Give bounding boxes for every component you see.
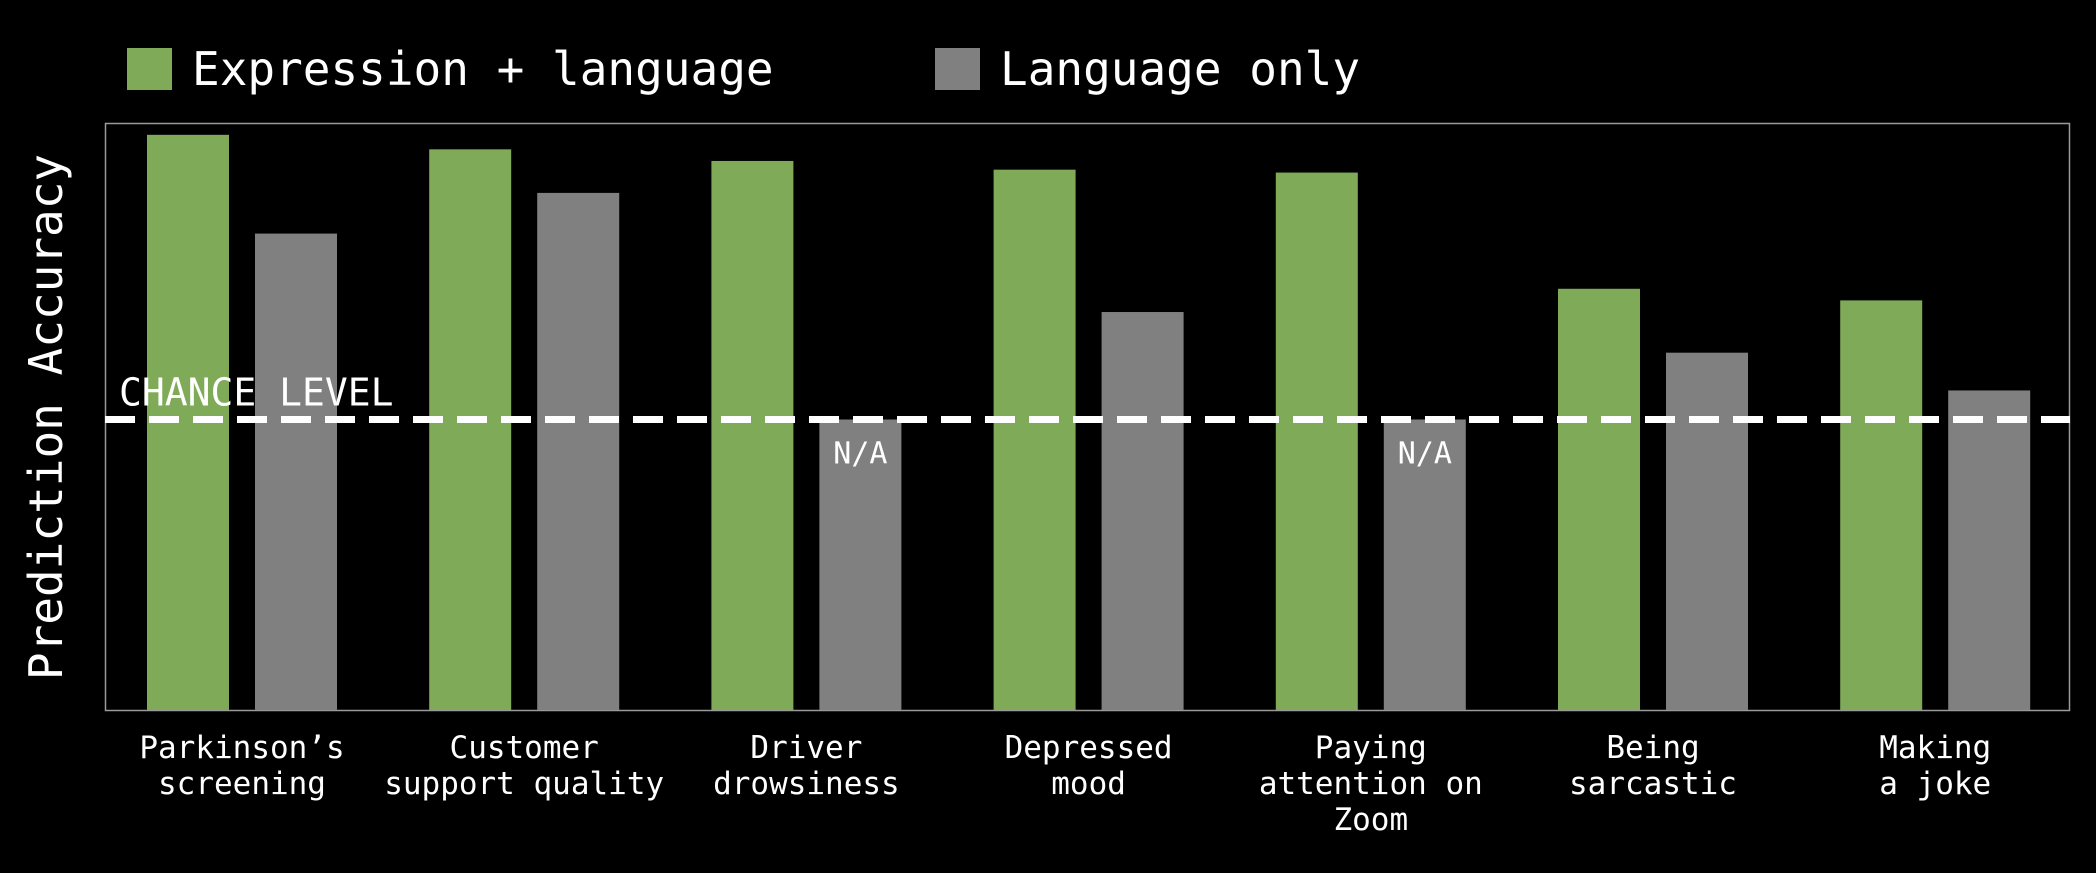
x-tick-label-3-1: mood [1051, 766, 1126, 802]
x-tick-label-2-1: drowsiness [713, 766, 900, 802]
x-tick-label-6-1: a joke [1879, 766, 1991, 802]
bar-1-5 [1666, 352, 1748, 710]
bar-1-3 [1101, 312, 1184, 710]
bar-0-4 [1275, 172, 1358, 710]
bar-1-1 [537, 192, 620, 710]
bar-1-6 [1948, 390, 2031, 710]
x-tick-label-2-0: Driver [750, 730, 862, 766]
bars [147, 134, 2031, 711]
bar-0-2 [711, 160, 794, 710]
bar-value-label-1-4: N/A [1398, 437, 1452, 472]
bar-0-3 [993, 169, 1076, 711]
x-tick-label-5-1: sarcastic [1569, 766, 1737, 802]
y-axis-label: Prediction Accuracy [19, 154, 73, 680]
x-tick-label-1-1: support quality [384, 766, 664, 802]
legend: Expression + language Language only [127, 42, 1360, 96]
bar-1-4 [1383, 419, 1466, 710]
legend-swatch-0 [127, 48, 172, 90]
bar-value-label-1-2: N/A [833, 437, 887, 472]
x-tick-label-0-1: screening [158, 766, 326, 802]
legend-label-1: Language only [1000, 42, 1360, 96]
chance-level-label: CHANCE LEVEL [119, 371, 394, 415]
x-tick-label-5-0: Being [1606, 730, 1699, 766]
x-tick-label-6-0: Making [1879, 730, 1991, 766]
legend-label-0: Expression + language [192, 42, 774, 96]
x-tick-label-4-0: Paying [1315, 730, 1427, 766]
bar-value-labels: N/A N/A [833, 437, 1452, 472]
x-tick-label-1-0: Customer [450, 730, 599, 766]
legend-swatch-1 [935, 48, 980, 90]
x-tick-label-3-0: Depressed [1005, 730, 1173, 766]
bar-1-0 [255, 233, 337, 710]
x-tick-label-4-1: attention on [1259, 766, 1483, 802]
bar-0-6 [1840, 300, 1923, 710]
bar-1-2 [819, 419, 902, 710]
bar-0-1 [429, 149, 512, 710]
x-tick-label-0-0: Parkinson’s [139, 730, 344, 766]
x-tick-label-4-2: Zoom [1333, 802, 1408, 838]
bar-0-5 [1558, 288, 1640, 710]
